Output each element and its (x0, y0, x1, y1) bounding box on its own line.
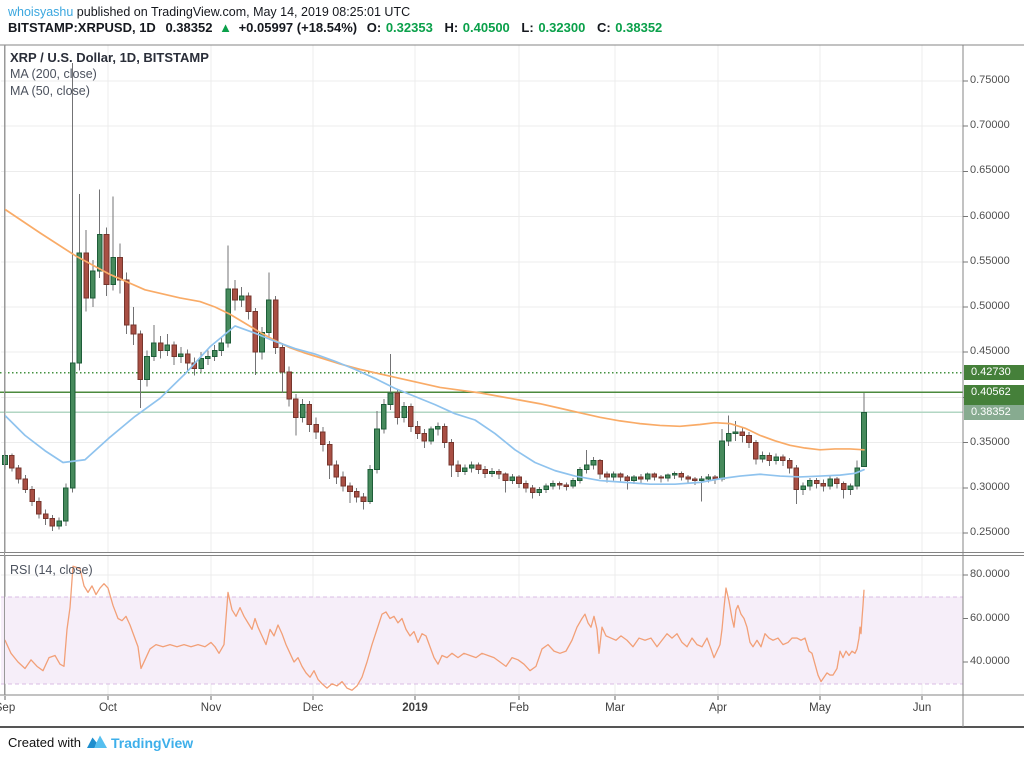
price-axis-label[interactable]: 0.70000 (970, 119, 1010, 132)
open-value: 0.32353 (385, 20, 433, 35)
tradingview-brand-link[interactable]: TradingView (110, 734, 194, 751)
legend-ma200[interactable]: MA (200, close) (10, 67, 97, 81)
high-label: H: (444, 20, 459, 35)
publish-info-text: published on TradingView.com, May 14, 20… (73, 5, 411, 19)
price-change: +0.05997 (+18.54%) (238, 20, 358, 35)
time-axis-label[interactable]: Apr (709, 702, 727, 714)
time-axis-label[interactable]: Feb (509, 702, 529, 714)
time-axis-label[interactable]: 2019 (402, 702, 428, 714)
time-axis-label[interactable]: Jun (912, 702, 932, 714)
time-axis-label[interactable]: Oct (99, 702, 117, 714)
high-value: 0.40500 (462, 20, 510, 35)
last-price: 0.38352 (165, 20, 213, 35)
price-level-label: 0.42730 (964, 365, 1024, 381)
rsi-axis-label[interactable]: 40.0000 (970, 655, 1010, 667)
legend-ma50[interactable]: MA (50, close) (10, 84, 90, 98)
price-axis-label[interactable]: 0.60000 (970, 209, 1010, 222)
username-link[interactable]: whoisyashu (8, 5, 74, 19)
price-axis-label[interactable]: 0.45000 (970, 345, 1010, 358)
low-label: L: (521, 20, 534, 35)
publish-info-line: whoisyashu published on TradingView.com,… (8, 5, 410, 19)
price-level-label: 0.40562 (964, 384, 1024, 400)
symbol-title: BITSTAMP:XRPUSD, 1D (8, 20, 156, 35)
legend-rsi[interactable]: RSI (14, close) (10, 563, 93, 577)
close-label: C: (596, 20, 611, 35)
price-axis-label[interactable]: 0.65000 (970, 164, 1010, 177)
time-axis-label[interactable]: Nov (200, 702, 222, 714)
price-axis-label[interactable]: 0.75000 (970, 74, 1010, 86)
time-axis-label[interactable]: Dec (302, 702, 324, 714)
low-value: 0.32300 (538, 20, 586, 35)
price-axis-label[interactable]: 0.50000 (970, 300, 1010, 312)
price-axis-label[interactable]: 0.25000 (970, 526, 1010, 538)
footer-attribution: Created with TradingView (8, 734, 193, 751)
close-value: 0.38352 (615, 20, 663, 35)
time-axis-label[interactable]: Mar (605, 702, 625, 714)
price-axis-label[interactable]: 0.30000 (970, 480, 1010, 493)
price-level-label: 0.38352 (964, 404, 1024, 420)
created-with-text: Created with (8, 735, 81, 750)
time-axis-label[interactable]: May (809, 702, 831, 714)
chart-legend-title[interactable]: XRP / U.S. Dollar, 1D, BITSTAMP (10, 50, 209, 65)
up-arrow-icon: ▲ (219, 20, 232, 35)
tradingview-logo-icon[interactable] (86, 734, 107, 751)
symbol-info-line: BITSTAMP:XRPUSD, 1D 0.38352 ▲ +0.05997 (… (8, 20, 670, 35)
time-axis-label[interactable]: Sep (0, 702, 16, 714)
rsi-axis-label[interactable]: 60.0000 (970, 611, 1010, 624)
price-axis-label[interactable]: 0.35000 (970, 435, 1010, 448)
rsi-axis-label[interactable]: 80.0000 (970, 568, 1010, 580)
open-label: O: (366, 20, 382, 35)
price-axis-label[interactable]: 0.55000 (970, 254, 1010, 267)
